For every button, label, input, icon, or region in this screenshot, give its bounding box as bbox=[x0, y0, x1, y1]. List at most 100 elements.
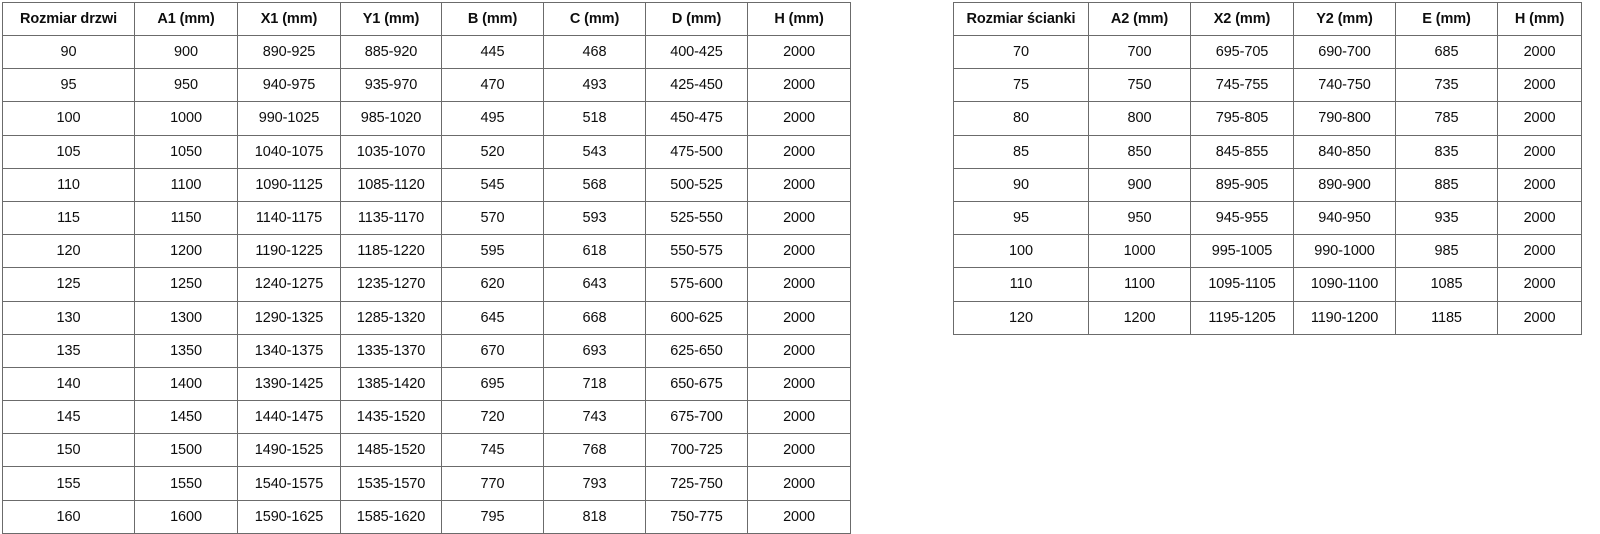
doors-table-cell: 568 bbox=[543, 167, 646, 202]
doors-table-cell: 1040-1075 bbox=[237, 134, 341, 169]
doors-table-cell: 425-450 bbox=[645, 68, 748, 103]
wall-table-cell: 850 bbox=[1088, 134, 1191, 169]
doors-table-cell: 2000 bbox=[747, 433, 851, 468]
doors-table-cell: 770 bbox=[441, 466, 544, 501]
doors-table-head: Rozmiar drzwi A1 (mm) X1 (mm) Y1 (mm) B (mm)… bbox=[2, 2, 851, 36]
wall-table-cell: 70 bbox=[953, 34, 1089, 70]
wall-table-cell: 95 bbox=[953, 200, 1089, 236]
doors-column-header: H (mm) bbox=[747, 2, 851, 36]
doors-table-cell: 2000 bbox=[747, 499, 851, 534]
wall-table-cell: 885 bbox=[1395, 167, 1498, 202]
doors-table-cell: 1535-1570 bbox=[340, 466, 442, 501]
doors-table-cell: 130 bbox=[2, 300, 135, 335]
wall-table-cell: 1000 bbox=[1088, 234, 1191, 269]
doors-table-cell: 475-500 bbox=[645, 134, 748, 169]
doors-table-cell: 1335-1370 bbox=[340, 333, 442, 368]
wall-table-row: 110 1100 1095-1105 1090-1100 1085 2000 bbox=[953, 267, 1582, 302]
doors-table-cell: 795 bbox=[441, 499, 544, 534]
doors-table-cell: 100 bbox=[2, 101, 135, 136]
doors-table-cell: 618 bbox=[543, 234, 646, 269]
doors-table-cell: 2000 bbox=[747, 466, 851, 501]
wall-column-header: Y2 (mm) bbox=[1293, 2, 1396, 36]
doors-table-cell: 493 bbox=[543, 68, 646, 103]
doors-table-cell: 885-920 bbox=[340, 34, 442, 70]
doors-table-cell: 150 bbox=[2, 433, 135, 468]
wall-table-cell: 2000 bbox=[1497, 267, 1582, 302]
doors-table-row: 120 1200 1190-1225 1185-1220 595 618 550-575 20… bbox=[2, 234, 851, 269]
doors-table-cell: 670 bbox=[441, 333, 544, 368]
doors-table-cell: 2000 bbox=[747, 134, 851, 169]
doors-table-cell: 525-550 bbox=[645, 200, 748, 236]
wall-table-cell: 835 bbox=[1395, 134, 1498, 169]
doors-table-cell: 1135-1170 bbox=[340, 200, 442, 236]
doors-table-cell: 2000 bbox=[747, 234, 851, 269]
wall-table-cell: 1195-1205 bbox=[1190, 300, 1294, 335]
wall-table-cell: 80 bbox=[953, 101, 1089, 136]
doors-column-header: B (mm) bbox=[441, 2, 544, 36]
doors-table-cell: 520 bbox=[441, 134, 544, 169]
doors-table-row: 95 950 940-975 935-970 470 493 425-450 2000 bbox=[2, 68, 851, 103]
doors-table-cell: 105 bbox=[2, 134, 135, 169]
doors-table-cell: 768 bbox=[543, 433, 646, 468]
wall-table-cell: 90 bbox=[953, 167, 1089, 202]
doors-table-cell: 720 bbox=[441, 400, 544, 435]
doors-table-cell: 1500 bbox=[134, 433, 238, 468]
doors-table-cell: 625-650 bbox=[645, 333, 748, 368]
wall-table-cell: 2000 bbox=[1497, 300, 1582, 335]
doors-table-row: 125 1250 1240-1275 1235-1270 620 643 575-600 20… bbox=[2, 267, 851, 302]
doors-table-cell: 1250 bbox=[134, 267, 238, 302]
doors-column-header: A1 (mm) bbox=[134, 2, 238, 36]
doors-table-cell: 1340-1375 bbox=[237, 333, 341, 368]
doors-table-cell: 650-675 bbox=[645, 366, 748, 402]
wall-table-cell: 1190-1200 bbox=[1293, 300, 1396, 335]
doors-table-cell: 1140-1175 bbox=[237, 200, 341, 236]
wall-table-cell: 2000 bbox=[1497, 101, 1582, 136]
doors-table-cell: 700-725 bbox=[645, 433, 748, 468]
doors-table-cell: 450-475 bbox=[645, 101, 748, 136]
wall-table-cell: 110 bbox=[953, 267, 1089, 302]
doors-table-cell: 400-425 bbox=[645, 34, 748, 70]
doors-column-header: Y1 (mm) bbox=[340, 2, 442, 36]
doors-column-header: Rozmiar drzwi bbox=[2, 2, 135, 36]
doors-table-cell: 1450 bbox=[134, 400, 238, 435]
doors-table-cell: 2000 bbox=[747, 300, 851, 335]
doors-table-cell: 2000 bbox=[747, 68, 851, 103]
doors-table-cell: 90 bbox=[2, 34, 135, 70]
doors-table-cell: 595 bbox=[441, 234, 544, 269]
doors-table-cell: 570 bbox=[441, 200, 544, 236]
doors-table-row: 160 1600 1590-1625 1585-1620 795 818 750-775 20… bbox=[2, 499, 851, 534]
doors-table-cell: 1550 bbox=[134, 466, 238, 501]
wall-header-row: Rozmiar ścianki A2 (mm) X2 (mm) Y2 (mm) E (m… bbox=[953, 2, 1582, 36]
wall-table-cell: 690-700 bbox=[1293, 34, 1396, 70]
doors-table-cell: 2000 bbox=[747, 366, 851, 402]
wall-table-cell: 2000 bbox=[1497, 34, 1582, 70]
doors-table-cell: 1390-1425 bbox=[237, 366, 341, 402]
wall-table-cell: 700 bbox=[1088, 34, 1191, 70]
wall-table-cell: 990-1000 bbox=[1293, 234, 1396, 269]
doors-table-cell: 645 bbox=[441, 300, 544, 335]
doors-table-cell: 2000 bbox=[747, 200, 851, 236]
doors-table-cell: 1000 bbox=[134, 101, 238, 136]
doors-table-cell: 1035-1070 bbox=[340, 134, 442, 169]
doors-column-header: D (mm) bbox=[645, 2, 748, 36]
doors-table-cell: 600-625 bbox=[645, 300, 748, 335]
doors-table-cell: 2000 bbox=[747, 167, 851, 202]
doors-table-cell: 115 bbox=[2, 200, 135, 236]
wall-table-cell: 945-955 bbox=[1190, 200, 1294, 236]
wall-table-cell: 1085 bbox=[1395, 267, 1498, 302]
doors-table-row: 130 1300 1290-1325 1285-1320 645 668 600-625 20… bbox=[2, 300, 851, 335]
wall-table-cell: 950 bbox=[1088, 200, 1191, 236]
wall-table-row: 75 750 745-755 740-750 735 2000 bbox=[953, 68, 1582, 103]
wall-column-header: Rozmiar ścianki bbox=[953, 2, 1089, 36]
doors-table-cell: 793 bbox=[543, 466, 646, 501]
doors-table-cell: 1090-1125 bbox=[237, 167, 341, 202]
doors-table-cell: 1485-1520 bbox=[340, 433, 442, 468]
wall-table-row: 80 800 795-805 790-800 785 2000 bbox=[953, 101, 1582, 136]
doors-table-cell: 818 bbox=[543, 499, 646, 534]
doors-table-cell: 1385-1420 bbox=[340, 366, 442, 402]
doors-table-row: 155 1550 1540-1575 1535-1570 770 793 725-750 20… bbox=[2, 466, 851, 501]
doors-table-cell: 750-775 bbox=[645, 499, 748, 534]
wall-table-cell: 1100 bbox=[1088, 267, 1191, 302]
wall-table-cell: 2000 bbox=[1497, 234, 1582, 269]
